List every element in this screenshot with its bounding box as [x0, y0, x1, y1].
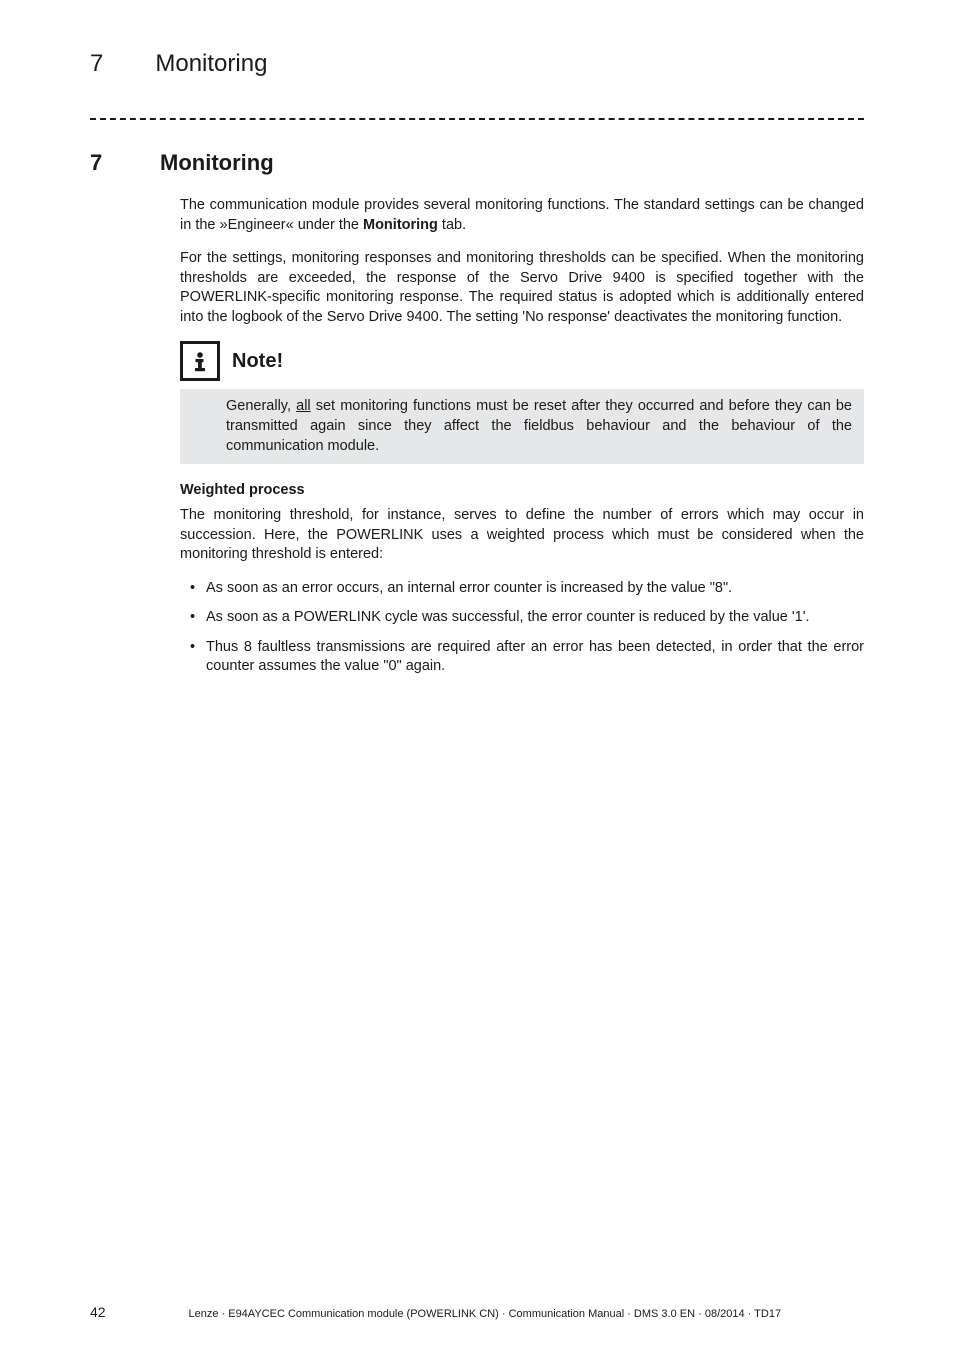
info-icon: [180, 341, 220, 381]
text-run: set monitoring functions must be reset a…: [226, 398, 852, 453]
body-column: The communication module provides severa…: [180, 196, 864, 677]
page: 7 Monitoring 7 Monitoring The communicat…: [0, 0, 954, 1350]
note-label: Note!: [232, 350, 283, 373]
info-icon-svg: [189, 350, 211, 372]
underline-run: all: [296, 398, 311, 414]
note-head: Note!: [180, 341, 864, 381]
note-body: Generally, all set monitoring functions …: [180, 389, 864, 464]
paragraph: The communication module provides severa…: [180, 196, 864, 235]
text-run: The communication module provides severa…: [180, 197, 864, 233]
chapter-number: 7: [90, 50, 103, 78]
subheading: Weighted process: [180, 482, 864, 498]
text-run: tab.: [438, 217, 466, 233]
bold-run: Monitoring: [363, 217, 438, 233]
section-head: 7 Monitoring: [90, 150, 864, 176]
section-title: Monitoring: [160, 150, 274, 176]
list-item: As soon as an error occurs, an internal …: [190, 579, 864, 599]
horizontal-rule: [90, 118, 864, 120]
page-number: 42: [90, 1304, 106, 1320]
section-number: 7: [90, 150, 108, 176]
list-item: As soon as a POWERLINK cycle was success…: [190, 608, 864, 628]
paragraph: The monitoring threshold, for instance, …: [180, 506, 864, 565]
note-block: Note! Generally, all set monitoring func…: [180, 341, 864, 464]
chapter-title: Monitoring: [155, 50, 267, 78]
running-head: 7 Monitoring: [90, 50, 864, 78]
list-item: Thus 8 faultless transmissions are requi…: [190, 638, 864, 677]
bullet-list: As soon as an error occurs, an internal …: [190, 579, 864, 677]
page-footer: 42 Lenze · E94AYCEC Communication module…: [90, 1304, 864, 1320]
paragraph: For the settings, monitoring responses a…: [180, 249, 864, 327]
text-run: Generally,: [226, 398, 296, 414]
footer-line: Lenze · E94AYCEC Communication module (P…: [106, 1308, 864, 1320]
